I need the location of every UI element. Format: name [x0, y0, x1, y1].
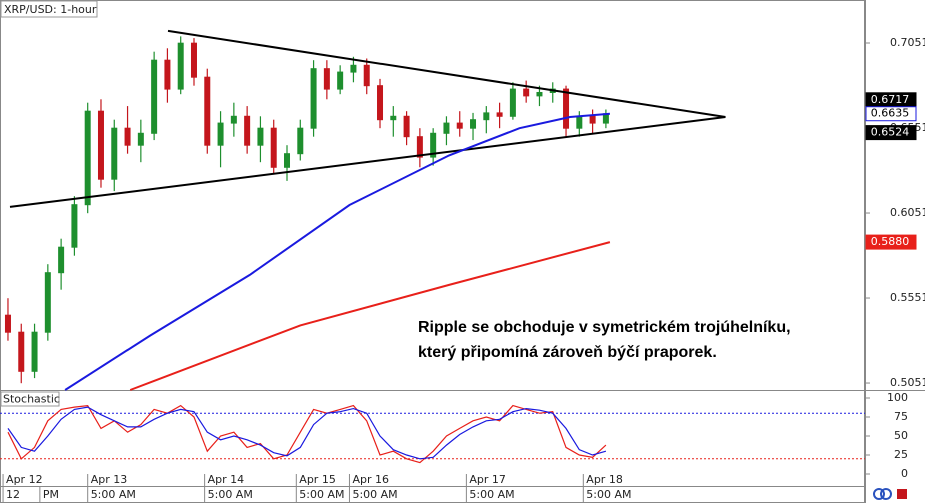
y-tick-label: 0 [901, 467, 908, 480]
price-tag-label: 0.6635 [871, 107, 910, 120]
candle-body [523, 88, 530, 97]
plot [0, 29, 865, 464]
icons [873, 488, 907, 500]
candle-body [71, 204, 78, 248]
candle-body [536, 91, 543, 97]
x-tick-label: Apr 16 [352, 473, 389, 486]
candle-body [563, 88, 570, 129]
candle-body [190, 42, 197, 78]
candle-body [443, 122, 450, 134]
stoch-line [7, 404, 607, 464]
candle-body [363, 64, 370, 87]
annotation: Ripple se obchoduje v symetrickém trojúh… [418, 319, 791, 336]
candle-body [97, 110, 104, 180]
price-tag-label: 0.6717 [871, 93, 910, 106]
x-tick-label: Apr 17 [469, 473, 506, 486]
line [9, 116, 726, 208]
candle-body [403, 115, 410, 138]
candle-body [217, 122, 224, 146]
candle-body [204, 76, 211, 146]
candle-body [164, 59, 171, 90]
candle-body [350, 64, 357, 73]
y-tick-label: 25 [894, 448, 908, 461]
x-tick-label: PM [43, 488, 59, 501]
chart-title: XRP/USD: 1-hour [4, 3, 97, 16]
candle-body [430, 132, 437, 158]
title-box [0, 0, 98, 18]
icon [873, 488, 885, 500]
y-tick-label: 0.6051 [890, 206, 925, 219]
candle-body [84, 110, 91, 206]
candle-body [31, 331, 38, 372]
candle-body [284, 153, 291, 168]
candle-body [18, 331, 25, 372]
price-tag [865, 234, 917, 250]
x-tick-label: Apr 12 [6, 473, 43, 486]
candle-body [323, 68, 330, 90]
price-tag [865, 106, 917, 122]
candle-body [483, 112, 490, 121]
x-tick-label: 5:00 AM [469, 488, 514, 501]
candle-body [377, 85, 384, 121]
candle-body [416, 136, 423, 158]
candle-body [576, 115, 583, 129]
frame [0, 0, 865, 503]
candle-body [310, 68, 317, 129]
x-tick-label: 5:00 AM [299, 488, 344, 501]
y-tick-label: 0.5551 [890, 291, 925, 304]
candle-body [297, 127, 304, 155]
y-tick-label: 50 [894, 429, 908, 442]
x-tick-label: Apr 14 [208, 473, 245, 486]
candle-body [230, 115, 237, 124]
price-tag-label: 0.6524 [871, 126, 910, 139]
x-tick-label: 5:00 AM [91, 488, 136, 501]
candle-body [589, 115, 596, 124]
line [64, 112, 610, 391]
y-tick-label: 0.5051 [890, 376, 925, 389]
candle-body [151, 59, 158, 134]
candle-body [111, 127, 118, 180]
stoch-title-box [0, 391, 60, 407]
x-tick-label: 12 [6, 488, 20, 501]
candle-body [137, 132, 144, 146]
candle-body [337, 71, 344, 90]
y-tick-label: 75 [894, 410, 908, 423]
stoch-title: Stochastic [3, 393, 60, 406]
line [167, 29, 726, 118]
candle-body [470, 119, 477, 129]
candle-body [456, 122, 463, 129]
annotation: který připomíná zároveň býčí praporek. [418, 344, 717, 361]
y-tick-label: 0.7051 [890, 36, 925, 49]
price-tag [865, 125, 917, 141]
candle-body [58, 246, 65, 274]
candle-body [124, 127, 131, 146]
candle-body [270, 127, 277, 168]
candle-body [44, 272, 51, 333]
candle-body [4, 314, 11, 333]
x-tick-label: 5:00 AM [208, 488, 253, 501]
icon [880, 488, 892, 500]
stoch-line [7, 406, 607, 460]
candle-body [509, 88, 516, 117]
line [129, 241, 611, 391]
candle-body [257, 127, 264, 146]
x-tick-label: 5:00 AM [586, 488, 631, 501]
x-tick-label: Apr 13 [91, 473, 128, 486]
price-tag-label: 0.5880 [871, 235, 910, 248]
candle-body [177, 42, 184, 90]
x-tick-label: Apr 15 [299, 473, 336, 486]
candle-body [390, 115, 397, 121]
x-tick-label: 5:00 AM [352, 488, 397, 501]
candle-body [244, 115, 251, 146]
y-tick-label: 100 [887, 391, 908, 404]
x-tick-label: Apr 18 [586, 473, 623, 486]
candle-body [496, 112, 503, 117]
icon [897, 489, 907, 499]
